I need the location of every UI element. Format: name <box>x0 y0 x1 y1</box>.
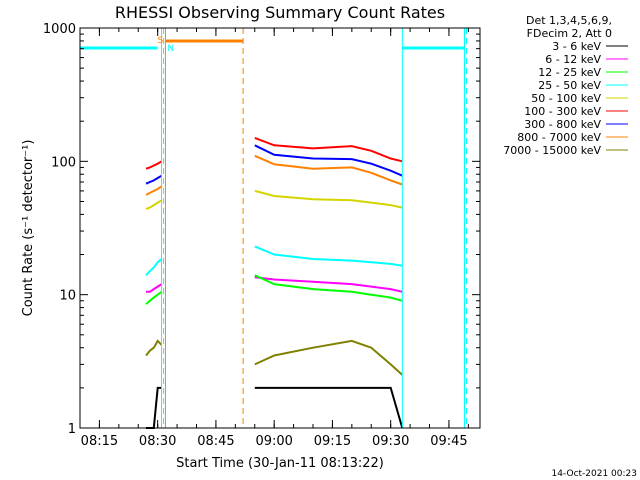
series-line-1-0 <box>146 283 163 293</box>
y-tick-label: 1000 <box>43 22 76 37</box>
series-line-0-1 <box>254 386 404 429</box>
legend-label: 50 - 100 keV <box>531 92 601 105</box>
marker-label-N: N <box>167 44 174 54</box>
series-line-1-1 <box>254 276 403 293</box>
legend-label: 100 - 300 keV <box>524 105 601 118</box>
plot-frame <box>79 27 481 429</box>
series-line-4-1 <box>254 189 403 209</box>
legend-label: 12 - 25 keV <box>538 66 601 79</box>
series-line-4-0 <box>145 199 163 210</box>
x-tick-label: 08:30 <box>139 434 176 449</box>
y-axis-label: Count Rate (s⁻¹ detector⁻¹) <box>21 140 36 317</box>
series-line-7-1 <box>254 154 403 186</box>
series-line-2-0 <box>145 290 163 305</box>
series-line-3-1 <box>254 245 403 267</box>
y-tick-label: 10 <box>59 289 76 304</box>
marker-label-S: S <box>158 36 164 46</box>
x-axis-label: Start Time (30-Jan-11 08:13:22) <box>176 456 384 471</box>
legend-label: 800 - 7000 keV <box>517 131 601 144</box>
legend-label: 6 - 12 keV <box>545 53 601 66</box>
chart-title: RHESSI Observing Summary Count Rates <box>115 3 445 22</box>
series-line-3-0 <box>145 258 163 276</box>
series-line-2-1 <box>254 274 403 302</box>
x-tick-label: 09:30 <box>372 434 409 449</box>
series-line-6-1 <box>254 144 403 177</box>
legend-header-line: Det 1,3,4,5,6,9, <box>526 14 612 27</box>
legend-label: 3 - 6 keV <box>552 40 601 53</box>
series-line-5-1 <box>254 136 403 163</box>
x-tick-label: 09:00 <box>255 434 292 449</box>
series-line-6-0 <box>145 174 163 185</box>
x-tick-label: 09:45 <box>430 434 467 449</box>
series-line-0-0 <box>146 386 162 429</box>
y-tick-label: 100 <box>51 155 76 170</box>
x-tick-label: 09:15 <box>314 434 351 449</box>
legend-label: 7000 - 15000 keV <box>503 144 601 157</box>
x-tick-label: 08:45 <box>197 434 234 449</box>
series-line-8-1 <box>254 339 403 376</box>
y-tick-label: 1 <box>68 422 76 437</box>
series-line-5-0 <box>145 160 163 170</box>
legend-label: 300 - 800 keV <box>524 118 601 131</box>
series-line-7-0 <box>145 185 163 196</box>
footer-timestamp: 14-Oct-2021 00:23 <box>552 469 637 479</box>
legend-label: 25 - 50 keV <box>538 79 601 92</box>
legend-header-line: FDecim 2, Att 0 <box>527 27 612 40</box>
series-line-8-0 <box>145 339 163 357</box>
x-tick-label: 08:15 <box>81 434 118 449</box>
